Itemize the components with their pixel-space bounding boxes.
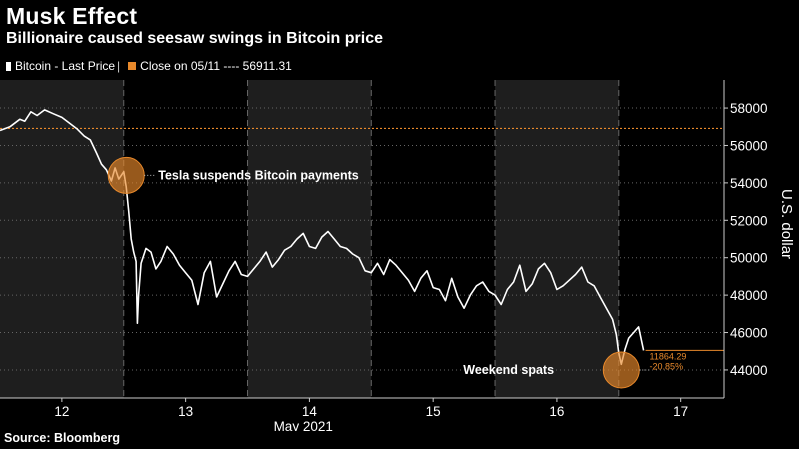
x-tick-label-13: 13 (178, 404, 193, 419)
series-swatch (6, 61, 11, 71)
x-tick-label-14: 14 (302, 404, 318, 419)
legend: Bitcoin - Last Price | Close on 05/11 --… (6, 59, 292, 73)
chart-title: Musk Effect (6, 3, 138, 29)
y-tick-label-46000: 46000 (730, 326, 768, 341)
shaded-band-2 (495, 80, 619, 398)
x-tick-label-15: 15 (426, 404, 441, 419)
change-pct-label: -20.85% (650, 361, 684, 371)
chart-subtitle: Billionaire caused seesaw swings in Bitc… (6, 30, 384, 47)
annotation-circle-1 (602, 351, 640, 389)
x-axis-title: May 2021 (274, 419, 333, 431)
y-tick-label-44000: 44000 (730, 363, 768, 378)
price-chart: 44000 46000 48000 50000 52000 54000 56000 58000… (0, 80, 795, 431)
annotation-label-1: Weekend spats (463, 363, 554, 377)
y-tick-label-58000: 58000 (730, 101, 768, 116)
y-tick-label-50000: 50000 (730, 251, 768, 266)
change-abs-label: 11864.29 (650, 351, 687, 361)
annotation-labels: 11864.29-20.85% Tesla suspends Bitcoin pa… (158, 168, 686, 377)
x-tick-label-17: 17 (673, 404, 688, 419)
annotation-label-0: Tesla suspends Bitcoin payments (158, 168, 359, 182)
legend-series-label: Bitcoin - Last Price (15, 59, 116, 73)
legend-separator: | (117, 59, 121, 73)
source-note: Source: Bloomberg (4, 431, 120, 445)
x-tick-label-16: 16 (549, 404, 564, 419)
annotation-circle-0 (107, 156, 145, 194)
y-tick-label-54000: 54000 (730, 176, 768, 191)
x-tick-label-12: 12 (54, 404, 69, 419)
y-tick-label-56000: 56000 (730, 138, 768, 153)
axes: 44000 46000 48000 50000 52000 54000 56000 58000… (0, 80, 795, 431)
annotation-markers (107, 156, 652, 389)
reference-line-group (0, 127, 724, 351)
shaded-band-1 (247, 80, 372, 398)
legend-close-label: Close on 05/11 ---- 56911.31 (140, 59, 292, 73)
y-axis-title: U.S. dollar (778, 189, 795, 259)
y-tick-label-48000: 48000 (730, 288, 768, 303)
close-swatch (128, 62, 137, 70)
weekend-bands (0, 80, 619, 398)
y-tick-label-52000: 52000 (730, 213, 768, 228)
shaded-band-0 (0, 80, 124, 398)
